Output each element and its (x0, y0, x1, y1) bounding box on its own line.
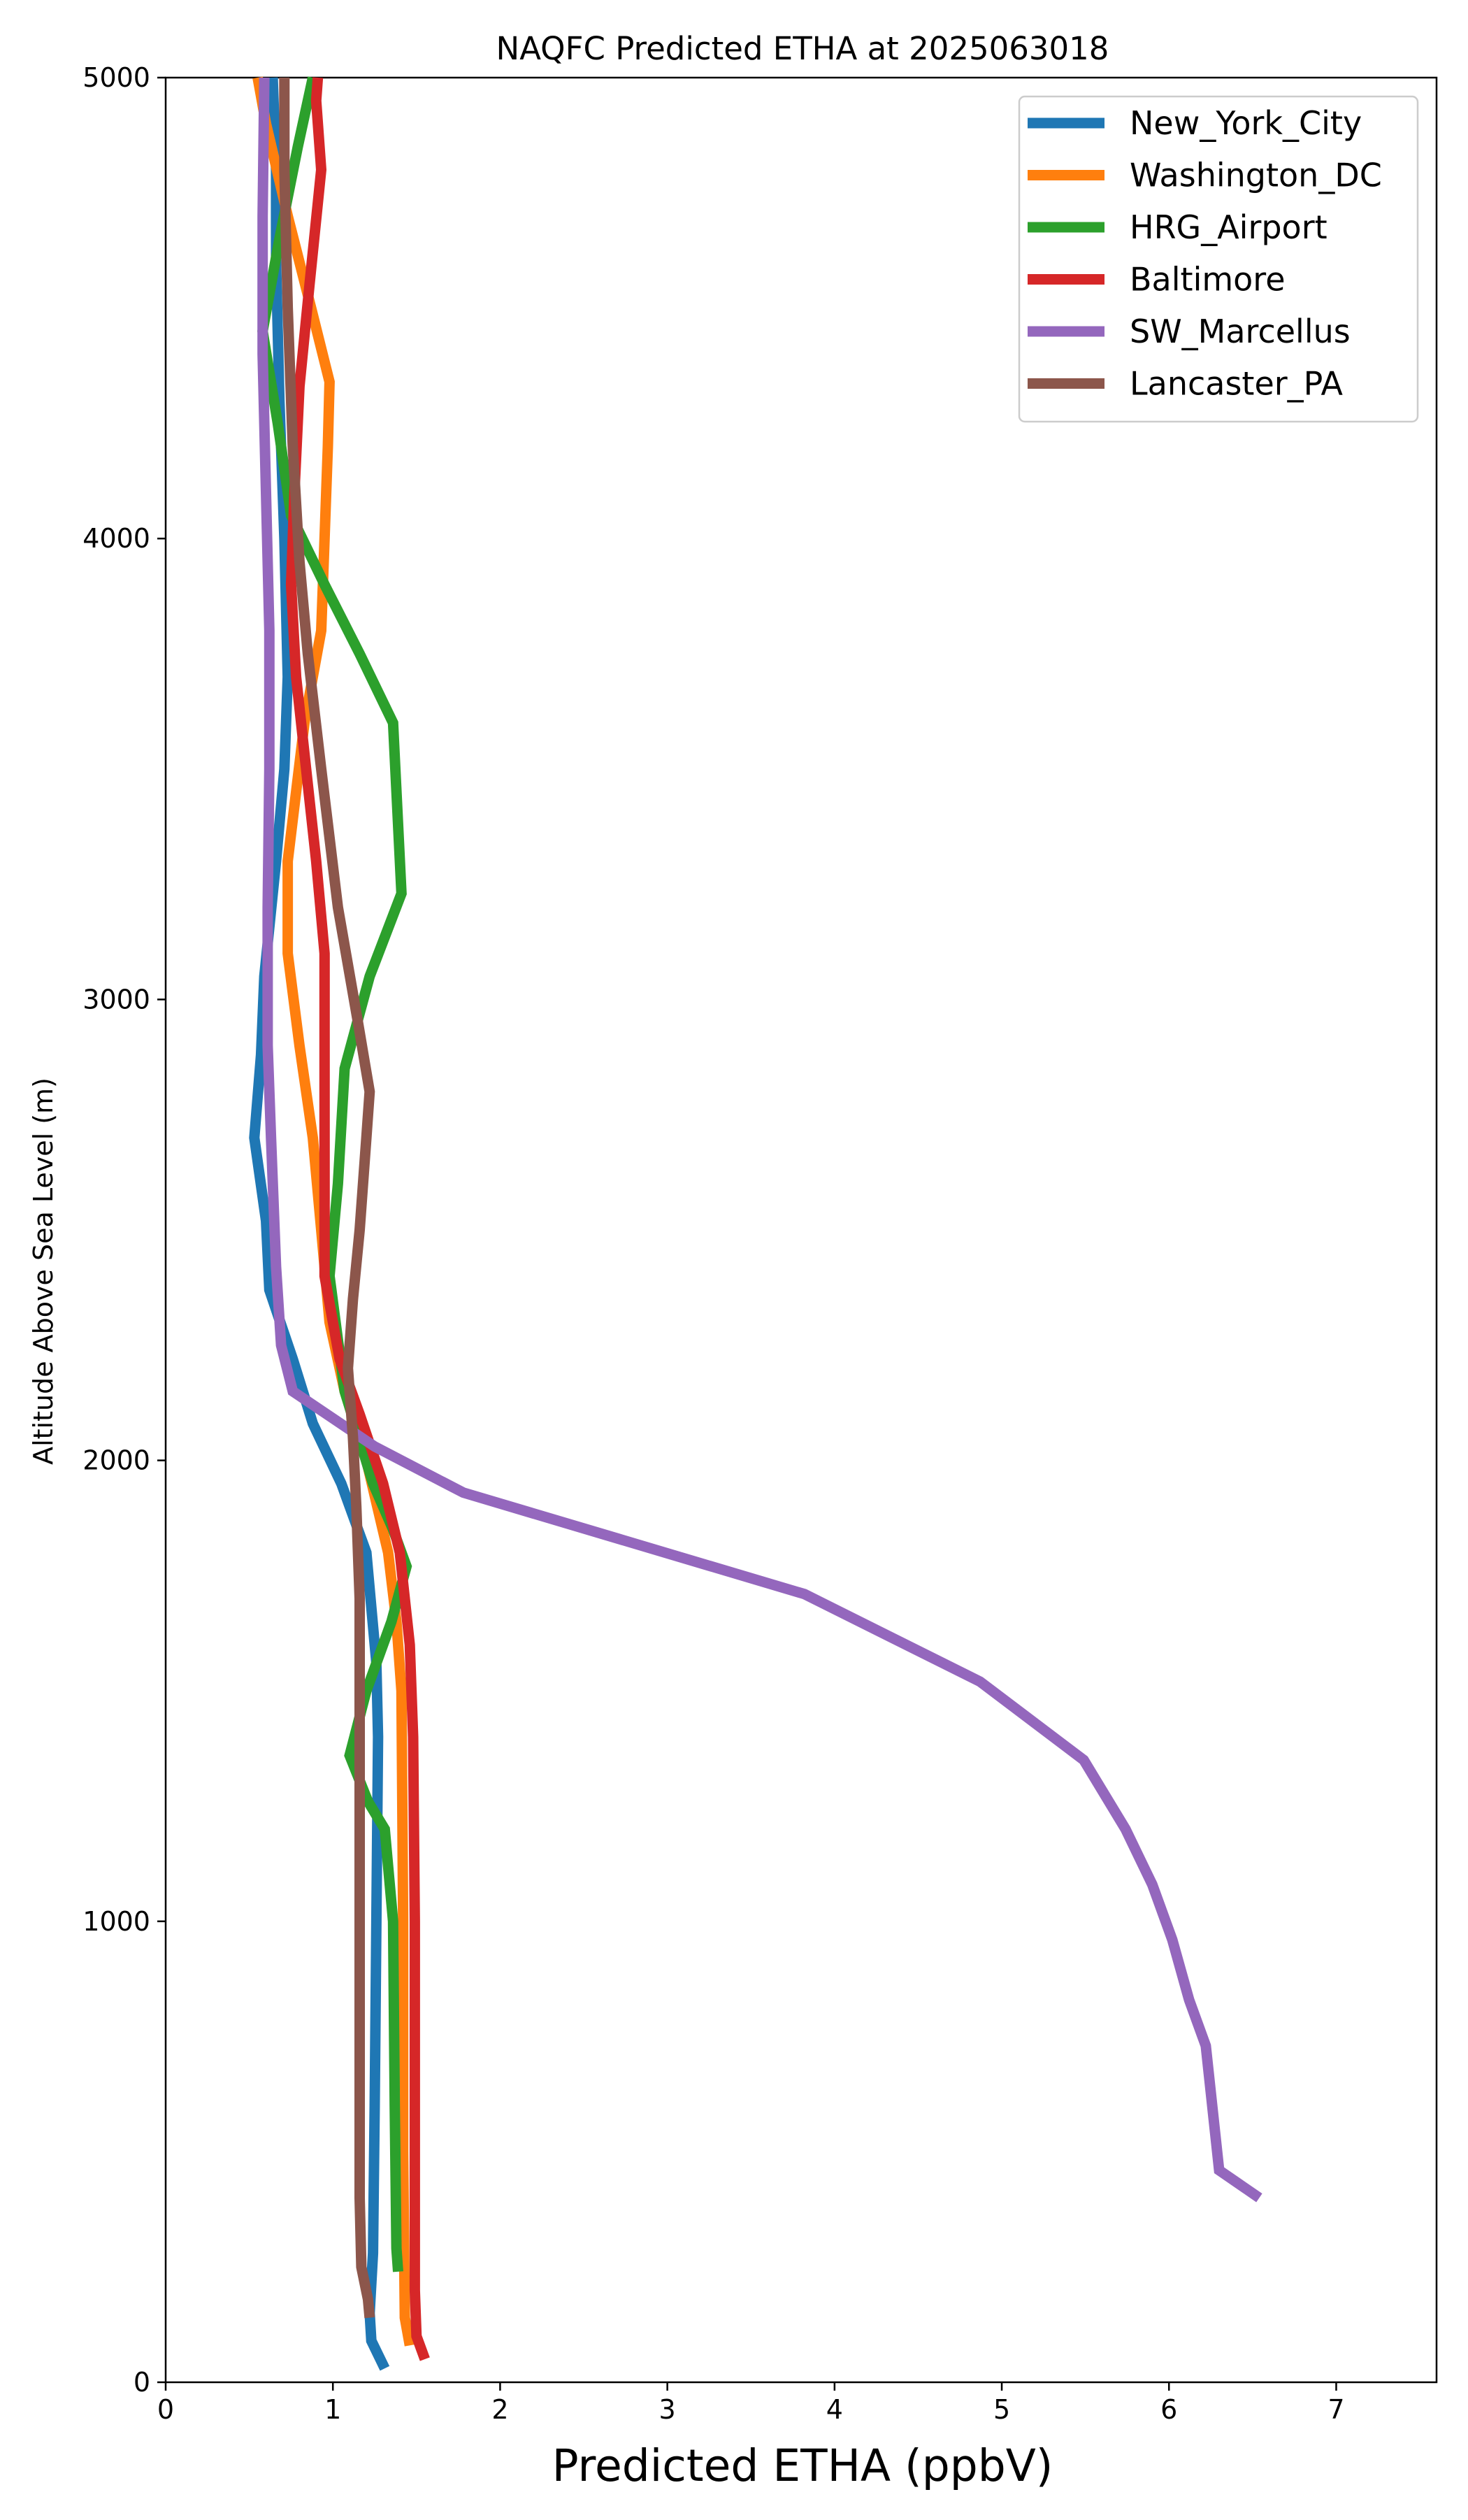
plot-area: 0 1 2 3 4 5 6 7 0 1000 2000 3000 4000 5000 (82, 62, 1438, 2425)
x-tick-label: 3 (659, 2394, 676, 2425)
legend-label: New_York_City (1130, 104, 1362, 142)
legend-label: HRG_Airport (1130, 208, 1327, 246)
legend-label: Washington_DC (1130, 157, 1382, 194)
x-tick-label: 0 (157, 2394, 174, 2425)
series-line-new-york-city (249, 77, 390, 2371)
x-axis: 0 1 2 3 4 5 6 7 (157, 2382, 1345, 2425)
x-tick-label: 6 (1160, 2394, 1177, 2425)
y-tick-label: 5000 (82, 62, 150, 93)
x-tick-label: 1 (324, 2394, 341, 2425)
series-line-lancaster-pa (279, 78, 375, 2319)
y-tick-label: 1000 (82, 1906, 150, 1937)
chart-title: NAQFC Predicted ETHA at 2025063018 (496, 30, 1109, 67)
series-layer (249, 76, 1262, 2371)
legend-frame (1018, 95, 1419, 423)
x-tick-label: 4 (826, 2394, 843, 2425)
plot-frame (164, 76, 1438, 2384)
y-axis: 0 1000 2000 3000 4000 5000 (82, 62, 166, 2398)
y-tick-label: 2000 (82, 1445, 150, 1476)
legend-label: Baltimore (1130, 261, 1286, 299)
series-line-sw-marcellus (257, 77, 1262, 2203)
x-tick-label: 2 (491, 2394, 508, 2425)
legend: New_York_City Washington_DC HRG_Airport Bal… (1018, 95, 1419, 423)
series-line-washington-dc (252, 76, 415, 2347)
y-axis-label: Altitude Above Sea Level (m) (28, 1078, 59, 1465)
y-tick-label: 0 (134, 2367, 150, 2398)
legend-label: SW_Marcellus (1130, 313, 1351, 350)
x-tick-label: 5 (993, 2394, 1010, 2425)
series-line-baltimore (285, 77, 430, 2361)
x-axis-label: Predicted ETHA (ppbV) (552, 2440, 1053, 2491)
x-tick-label: 7 (1327, 2394, 1344, 2425)
y-tick-label: 4000 (82, 523, 150, 554)
y-tick-label: 3000 (82, 984, 150, 1015)
legend-label: Lancaster_PA (1130, 365, 1343, 403)
